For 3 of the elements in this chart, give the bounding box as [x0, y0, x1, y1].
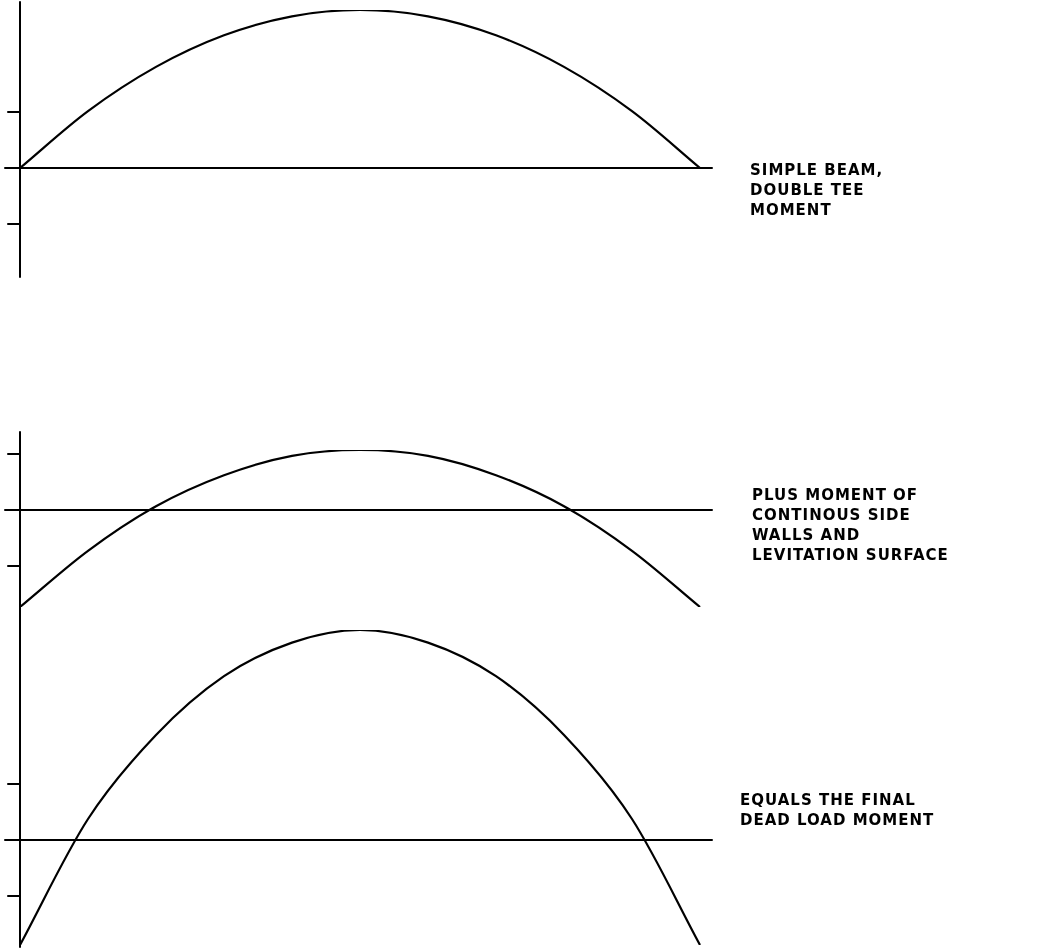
text: PLUS MOMENT OF CONTINOUS SIDE WALLS AND LEVITATION SURFACE: [752, 485, 949, 565]
text: SIMPLE BEAM, DOUBLE TEE MOMENT: [750, 160, 884, 220]
text: EQUALS THE FINAL DEAD LOAD MOMENT: [740, 790, 935, 830]
